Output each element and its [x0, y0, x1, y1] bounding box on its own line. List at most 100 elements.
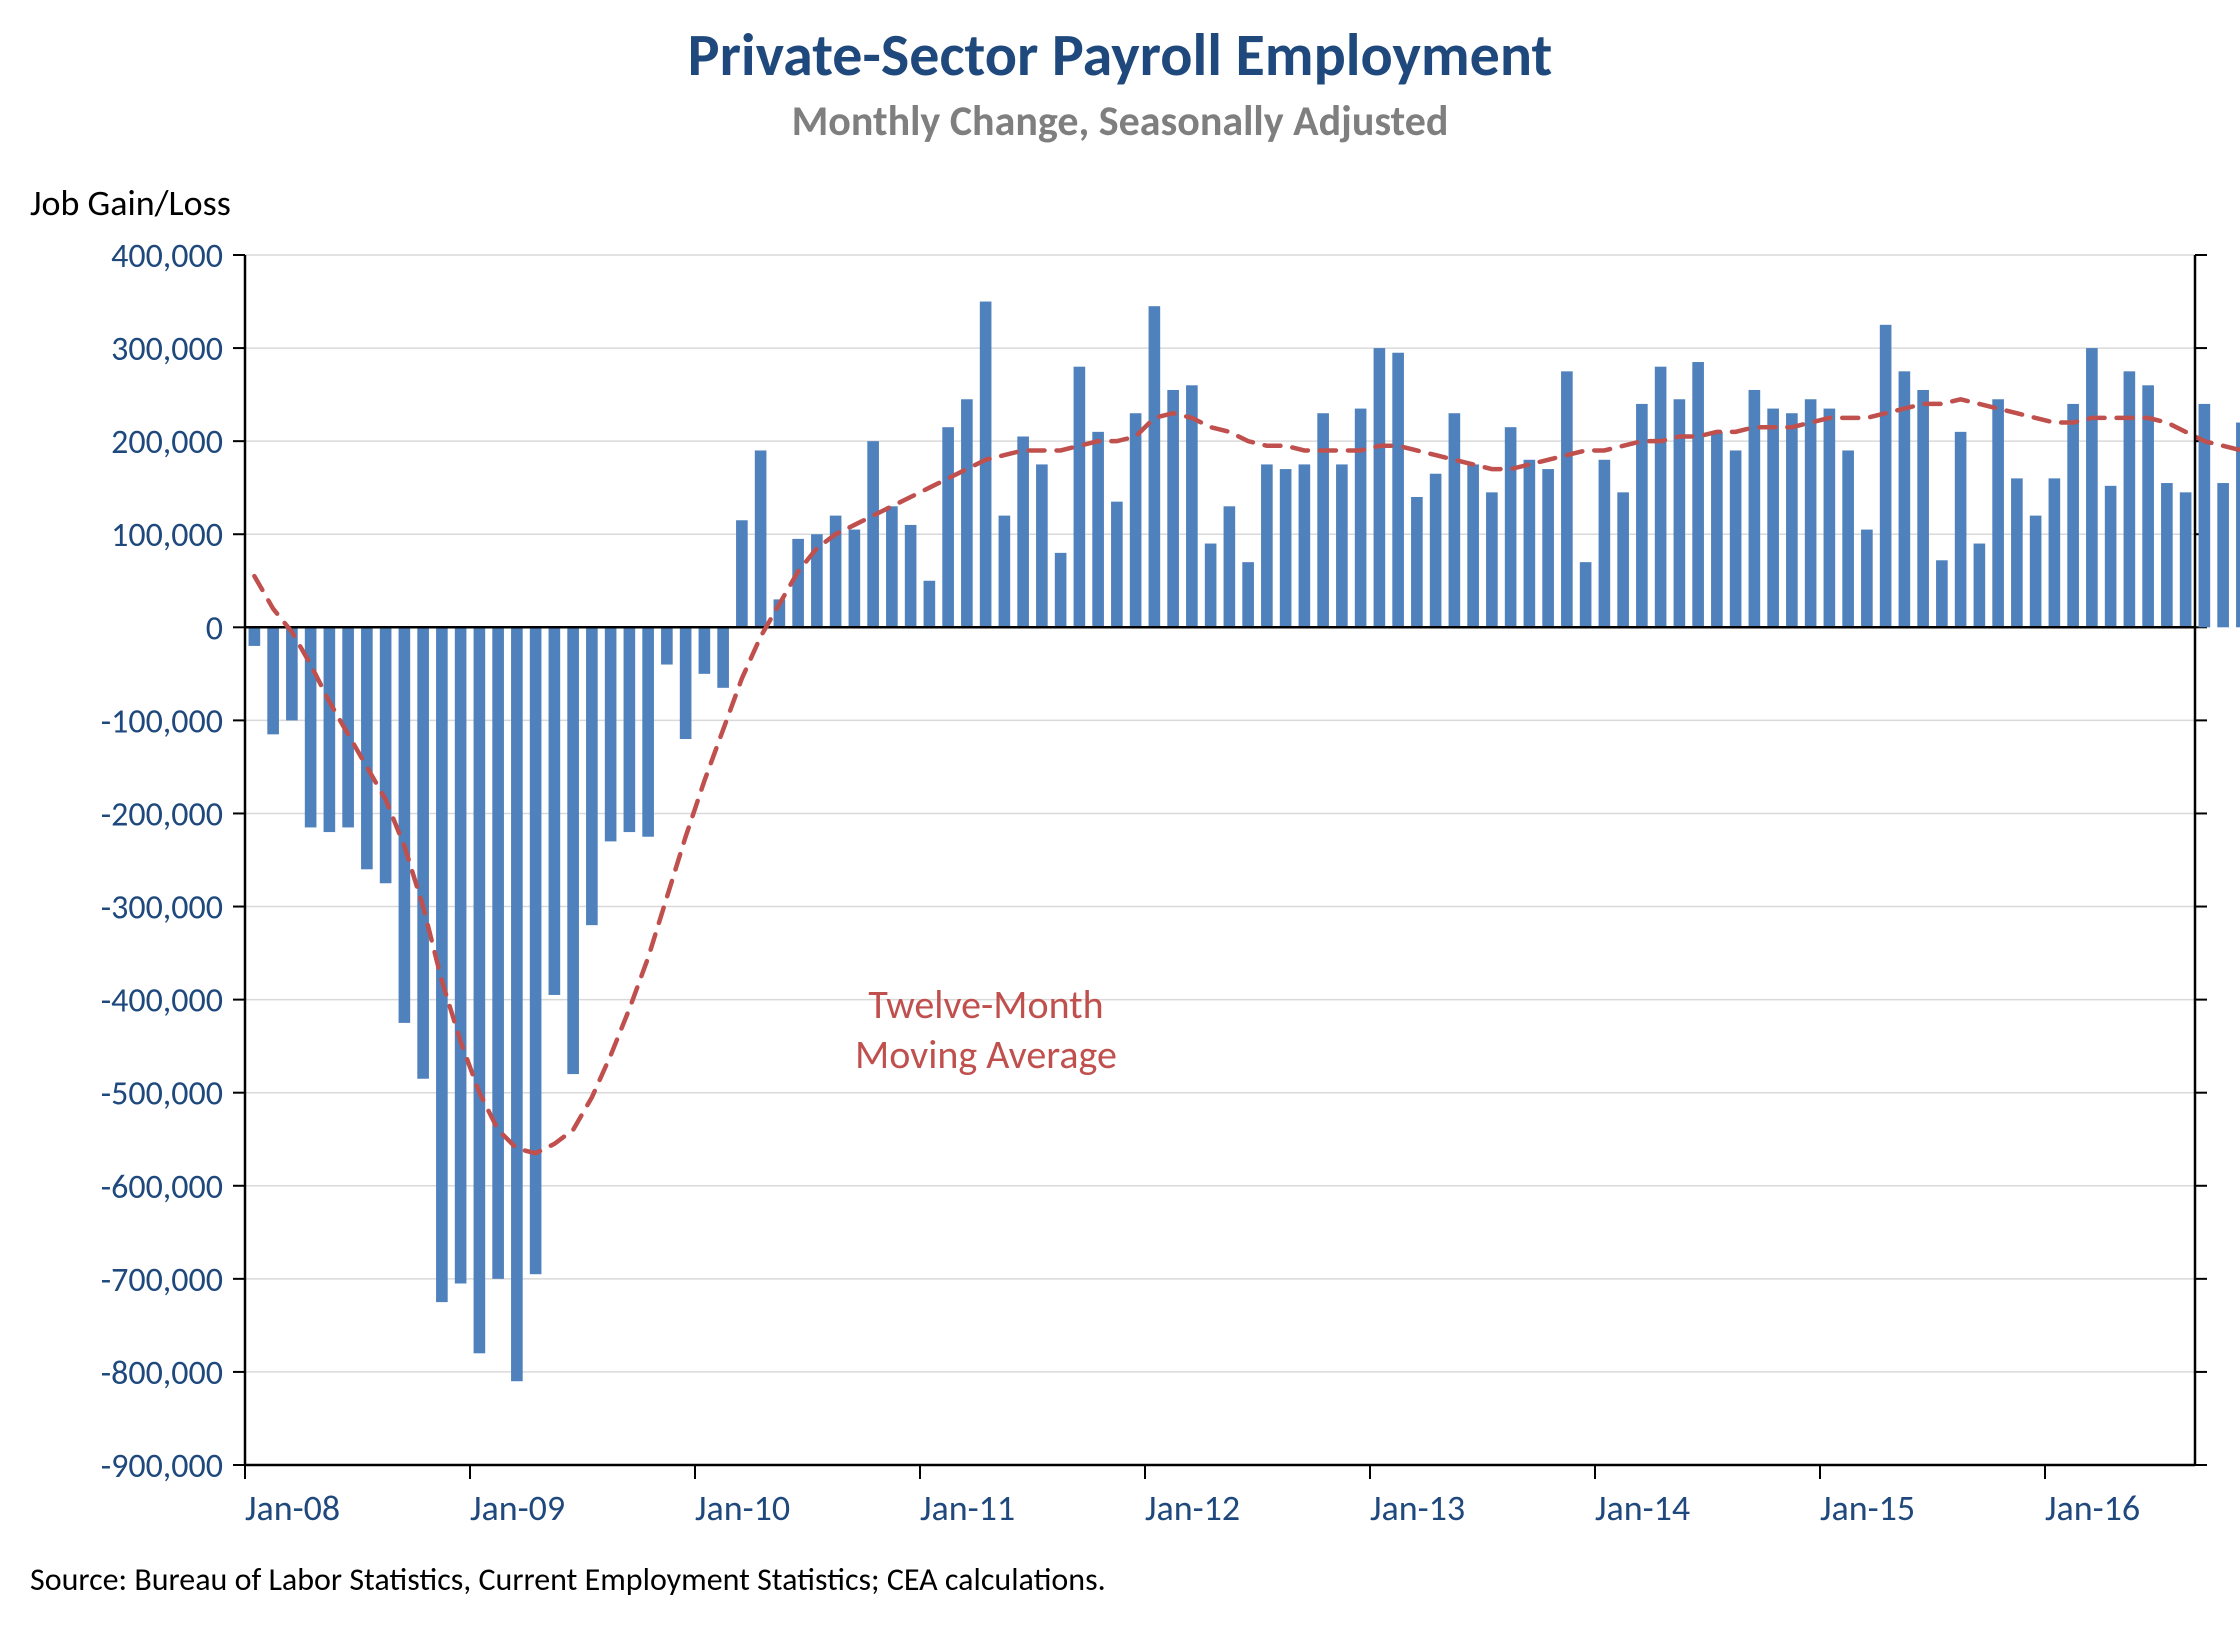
bar — [1599, 460, 1611, 628]
bar — [1692, 362, 1704, 627]
bar — [699, 627, 711, 674]
source-text: Source: Bureau of Labor Statistics, Curr… — [30, 1560, 1106, 1599]
bar — [1242, 562, 1254, 627]
bar — [792, 539, 804, 627]
bar — [2011, 478, 2023, 627]
bar — [1842, 450, 1854, 627]
bar — [2030, 516, 2042, 628]
bar — [1374, 348, 1386, 627]
bar — [1936, 560, 1948, 627]
bar — [1224, 506, 1236, 627]
bar — [680, 627, 692, 739]
bar — [474, 627, 486, 1353]
bar — [1824, 409, 1836, 628]
bar — [549, 627, 561, 995]
bar — [849, 530, 861, 628]
y-tick-label: 300,000 — [111, 329, 223, 370]
bar — [361, 627, 373, 869]
y-tick-label: 200,000 — [111, 422, 223, 463]
bar — [1880, 325, 1892, 628]
bar — [905, 525, 917, 627]
bar — [1130, 413, 1142, 627]
bar — [1505, 427, 1517, 627]
bar — [2067, 404, 2079, 627]
bar — [1280, 469, 1292, 627]
y-tick-label: -400,000 — [101, 981, 223, 1022]
bar — [1074, 367, 1086, 628]
annotation-line1: Twelve-Month — [868, 980, 1103, 1029]
y-tick-label: -300,000 — [101, 888, 223, 929]
bar — [1655, 367, 1667, 628]
y-axis-label: Job Gain/Loss — [30, 181, 231, 225]
x-tick-label: Jan-14 — [1595, 1486, 1690, 1530]
x-tick-label: Jan-08 — [245, 1486, 340, 1530]
bar — [511, 627, 523, 1381]
bar — [1336, 464, 1348, 627]
bar — [1580, 562, 1592, 627]
bar — [999, 516, 1011, 628]
y-tick-label: -800,000 — [101, 1353, 223, 1394]
bar — [267, 627, 279, 734]
bar — [567, 627, 579, 1074]
bar — [1542, 469, 1554, 627]
bar — [1411, 497, 1423, 627]
bar — [867, 441, 879, 627]
y-tick-label: -900,000 — [101, 1446, 223, 1487]
chart-container: Private-Sector Payroll EmploymentMonthly… — [0, 0, 2240, 1625]
bar — [1355, 409, 1367, 628]
bar — [1805, 399, 1817, 627]
bar — [1017, 437, 1029, 628]
bar — [1955, 432, 1967, 627]
bar — [1674, 399, 1686, 627]
bar — [492, 627, 504, 1279]
x-tick-label: Jan-10 — [695, 1486, 790, 1530]
payroll-chart: Private-Sector Payroll EmploymentMonthly… — [0, 0, 2240, 1625]
bar — [1392, 353, 1404, 628]
bar — [2161, 483, 2173, 627]
bar — [1636, 404, 1648, 627]
y-tick-label: -700,000 — [101, 1260, 223, 1301]
bar — [736, 520, 748, 627]
bar — [1092, 432, 1104, 627]
bar — [2142, 385, 2154, 627]
y-tick-label: 100,000 — [111, 515, 223, 556]
x-tick-label: Jan-11 — [920, 1486, 1015, 1530]
bar — [1767, 409, 1779, 628]
bar — [455, 627, 467, 1283]
bar — [586, 627, 598, 925]
bar — [1861, 530, 1873, 628]
x-tick-label: Jan-09 — [470, 1486, 565, 1530]
y-tick-label: 400,000 — [111, 236, 223, 277]
bar — [661, 627, 673, 664]
bar — [1917, 390, 1929, 627]
bar — [2180, 492, 2192, 627]
bar — [2086, 348, 2098, 627]
bar — [324, 627, 336, 832]
bar — [286, 627, 298, 720]
bar — [1430, 474, 1442, 628]
y-tick-label: 0 — [206, 608, 223, 649]
bar — [399, 627, 411, 1023]
annotation-line2: Moving Average — [855, 1030, 1117, 1079]
bar — [961, 399, 973, 627]
bar — [249, 627, 261, 646]
bar — [530, 627, 542, 1274]
bar — [1149, 306, 1161, 627]
bar — [1055, 553, 1067, 627]
bar — [1974, 544, 1986, 628]
bar — [755, 450, 767, 627]
bar — [942, 427, 954, 627]
x-tick-label: Jan-12 — [1145, 1486, 1240, 1530]
bar — [417, 627, 429, 1078]
bar — [2217, 483, 2229, 627]
bar — [1111, 502, 1123, 628]
bar — [886, 506, 898, 627]
bar — [1261, 464, 1273, 627]
bar — [1036, 464, 1048, 627]
x-tick-label: Jan-16 — [2045, 1486, 2140, 1530]
bar — [924, 581, 936, 628]
bar — [980, 302, 992, 628]
bar — [1617, 492, 1629, 627]
bar — [624, 627, 636, 832]
x-tick-label: Jan-15 — [1820, 1486, 1915, 1530]
